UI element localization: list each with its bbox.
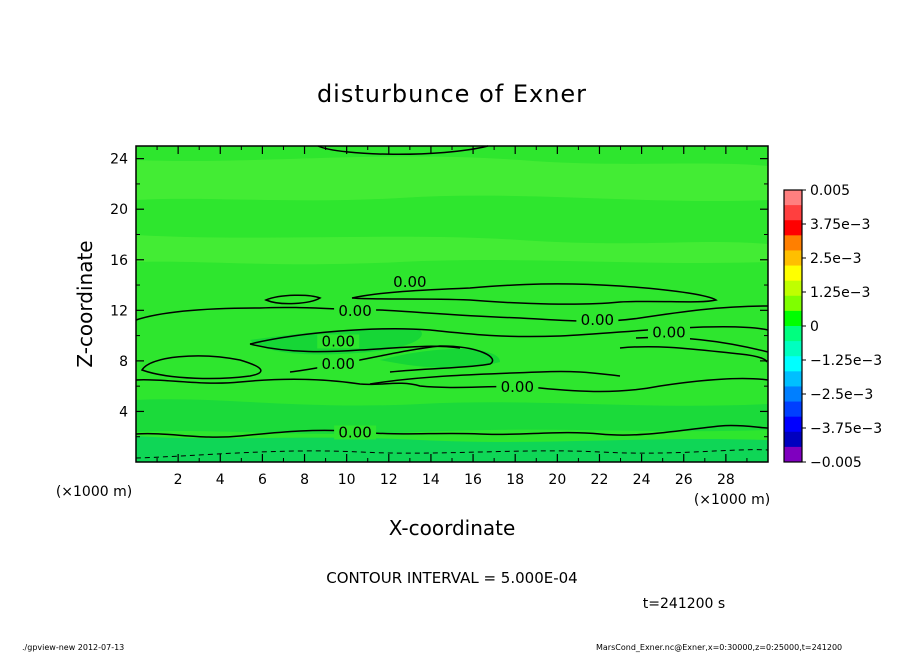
contour-interval-text: CONTOUR INTERVAL = 5.000E-04: [326, 569, 577, 587]
colorbar-label: −2.5e−3: [810, 387, 873, 403]
x-axis-ticks: 2 4 6 8 10 12 14 16 18 20 22 24 26 28: [156, 146, 748, 488]
colorbar-label: 2.5e−3: [810, 251, 862, 267]
chart-title: disturbunce of Exner: [317, 80, 587, 108]
contour-line-top-arc: [317, 145, 489, 155]
colorbar-swatch: [784, 205, 802, 221]
colorbar-swatch: [784, 371, 802, 387]
colorbar-swatch: [784, 235, 802, 251]
contour-label: 0.00: [652, 324, 685, 342]
contour-line-lower: [135, 377, 769, 393]
contour-label-bg: [317, 357, 360, 372]
colorbar-swatch: [784, 416, 802, 433]
x-axis-label: X-coordinate: [389, 516, 516, 540]
colorbar-swatch: [784, 401, 802, 418]
contour-label: 0.00: [501, 378, 534, 396]
contour-label: 0.00: [338, 302, 371, 320]
colorbar-label: 0.005: [810, 183, 850, 199]
colorbar-swatch: [784, 250, 802, 267]
x-tick-label: 22: [591, 472, 609, 488]
x-tick-label: 6: [258, 472, 267, 488]
contour-plot-area: 0.00 0.00 0.00 0.00 0.00 0.00 0.00 0.00: [135, 145, 769, 462]
contour-line-cell-left: [140, 355, 262, 380]
y-axis-ticks: 4 8 12 16 20 24: [110, 152, 768, 438]
x-tick-label: 2: [174, 472, 183, 488]
x-unit-left: (×1000 m): [56, 484, 132, 500]
colorbar-swatch: [784, 356, 802, 372]
time-text: t=241200 s: [643, 596, 725, 612]
y-axis-label: Z-coordinate: [73, 240, 97, 367]
colorbar-swatch: [784, 431, 802, 448]
shade-band-top: [136, 156, 768, 202]
footer-left: ./gpview-new 2012-07-13: [22, 643, 125, 652]
colorbar-swatch: [784, 190, 802, 206]
x-tick-label: 26: [675, 472, 693, 488]
y-tick-label: 8: [119, 354, 128, 370]
contour-label: 0.00: [322, 355, 355, 373]
contour-label-layer: 0.00 0.00 0.00 0.00 0.00 0.00 0.00 0.00: [317, 273, 690, 441]
contour-label-bg: [317, 334, 360, 349]
colorbar-swatch: [784, 280, 802, 297]
colorbar-swatch: [784, 265, 802, 282]
x-tick-label: 16: [464, 472, 482, 488]
x-tick-label: 4: [216, 472, 225, 488]
footer-right: MarsCond_Exner.nc@Exner,x=0:30000,z=0:25…: [596, 643, 843, 652]
contour-label: 0.00: [338, 423, 371, 441]
shade-cell-right: [380, 348, 500, 368]
contour-line-bottom: [135, 424, 769, 438]
colorbar-label: 3.75e−3: [810, 217, 870, 233]
y-tick-label: 4: [119, 404, 128, 420]
x-tick-label: 18: [506, 472, 524, 488]
x-tick-label: 24: [633, 472, 651, 488]
contour-label-bg: [496, 379, 539, 394]
colorbar-label: −3.75e−3: [810, 421, 882, 437]
colorbar-label: 1.25e−3: [810, 285, 870, 301]
contour-line-mid: [249, 325, 769, 345]
shade-band-bottom: [136, 436, 768, 462]
colorbar-swatch: [784, 446, 802, 463]
contour-line-small-left: [264, 294, 322, 305]
x-tick-label: 12: [380, 472, 398, 488]
x-tick-label: 14: [422, 472, 440, 488]
contour-line-lower2: [369, 370, 621, 385]
contour-label-bg: [334, 425, 377, 440]
colorbar-swatch: [784, 295, 802, 312]
x-tick-label: 10: [338, 472, 356, 488]
contour-label-bg: [647, 325, 690, 340]
colorbar-swatch: [784, 326, 802, 342]
contour-line-upper2: [351, 283, 718, 305]
colorbar-label: −0.005: [810, 455, 862, 471]
colorbar-swatch: [784, 310, 802, 327]
contour-line-upper: [135, 305, 769, 322]
x-tick-label: 28: [717, 472, 735, 488]
x-tick-label: 20: [548, 472, 566, 488]
contour-label: 0.00: [322, 332, 355, 350]
y-tick-label: 12: [110, 303, 128, 319]
colorbar-label: 0: [810, 319, 819, 335]
colorbar-label: −1.25e−3: [810, 353, 882, 369]
contour-label-bg: [334, 304, 377, 319]
y-tick-label: 16: [110, 253, 128, 269]
shade-band-lower: [136, 399, 768, 434]
contour-label: 0.00: [581, 311, 614, 329]
contour-label: 0.00: [393, 273, 426, 291]
contour-label-bg: [576, 312, 619, 327]
y-tick-label: 20: [110, 202, 128, 218]
colorbar-swatch: [784, 341, 802, 357]
colorbar-swatch: [784, 386, 802, 403]
contour-label-bg: [388, 275, 431, 290]
y-tick-label: 24: [110, 152, 128, 168]
contour-line-right-mid: [619, 345, 768, 363]
contour-line-dashed: [135, 449, 769, 459]
x-tick-label: 8: [300, 472, 309, 488]
x-unit-right: (×1000 m): [694, 492, 770, 508]
shade-band-upper: [136, 235, 768, 265]
colorbar: 0.005 3.75e−3 2.5e−3 1.25e−3 0 −1.25e−3 −2.5e−…: [783, 183, 882, 471]
colorbar-swatch: [784, 220, 802, 236]
contour-lines: [135, 145, 769, 459]
